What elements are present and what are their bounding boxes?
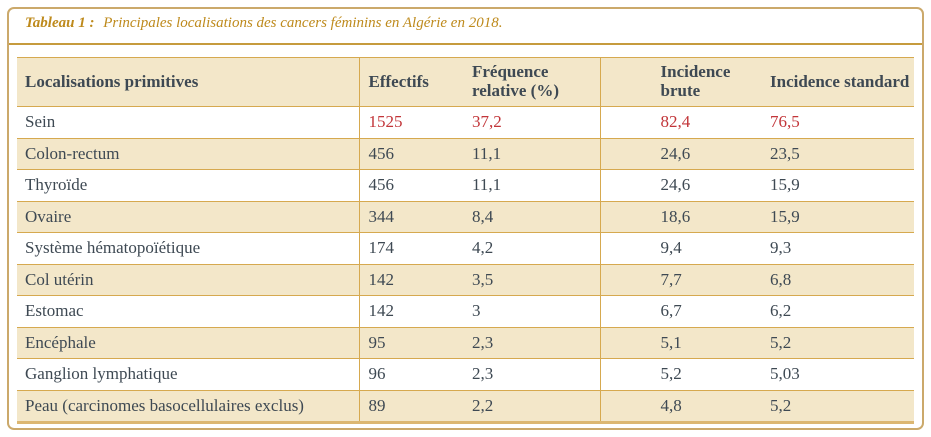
table-row: Ovaire 344 8,4 18,6 15,9 bbox=[17, 201, 914, 233]
table-row: Sein 1525 37,2 82,4 76,5 bbox=[17, 106, 914, 138]
cell-localisation: Sein bbox=[25, 112, 56, 132]
cell-incidence_standard: 5,2 bbox=[770, 332, 792, 352]
table-row: Colon-rectum 456 11,1 24,6 23,5 bbox=[17, 138, 914, 170]
cell-incidence_brute: 24,6 bbox=[599, 169, 760, 201]
column-header-effectifs: Effectifs bbox=[358, 57, 460, 107]
cell-incidence_brute: 5,1 bbox=[599, 327, 760, 359]
cell-incidence_brute: 5,2 bbox=[599, 358, 760, 390]
cell-effectifs: 344 bbox=[358, 201, 460, 233]
cell-effectifs: 142 bbox=[358, 264, 460, 296]
cell-incidence_standard: 76,5 bbox=[770, 112, 800, 132]
cell-incidence_standard: 15,9 bbox=[770, 206, 800, 226]
cell-incidence_brute: 18,6 bbox=[599, 201, 760, 233]
cell-effectifs: 456 bbox=[358, 169, 460, 201]
table-row: Col utérin 142 3,5 7,7 6,8 bbox=[17, 264, 914, 296]
cell-incidence_standard: 15,9 bbox=[770, 175, 800, 195]
column-header-incidence_brute: Incidence brute bbox=[599, 57, 760, 107]
cell-frequence: 11,1 bbox=[472, 175, 502, 195]
table-body: Sein 1525 37,2 82,4 76,5 Colon-rectum 456 11,1 2… bbox=[17, 106, 914, 423]
cell-frequence: 2,2 bbox=[472, 395, 494, 415]
cancer-localisations-table: Localisations primitives Effectifs Fréquen… bbox=[17, 57, 914, 424]
table-row: Estomac 142 3 6,7 6,2 bbox=[17, 295, 914, 327]
column-header-incidence_standard: Incidence standard bbox=[760, 57, 914, 107]
cell-localisation: Système hématopoïétique bbox=[25, 238, 201, 258]
cell-effectifs: 1525 bbox=[358, 106, 460, 138]
cell-incidence_brute: 9,4 bbox=[599, 232, 760, 264]
cell-effectifs: 456 bbox=[358, 138, 460, 170]
cell-localisation: Thyroïde bbox=[25, 175, 88, 195]
cell-frequence: 3,5 bbox=[472, 269, 494, 289]
cell-frequence: 3 bbox=[472, 301, 481, 321]
cell-localisation: Col utérin bbox=[25, 269, 94, 289]
table-row: Système hématopoïétique 174 4,2 9,4 9,3 bbox=[17, 232, 914, 264]
cell-incidence_standard: 9,3 bbox=[770, 238, 792, 258]
table-caption: Tableau 1 : Principales localisations de… bbox=[25, 15, 502, 32]
cell-localisation: Ganglion lymphatique bbox=[25, 364, 178, 384]
table-row: Encéphale 95 2,3 5,1 5,2 bbox=[17, 327, 914, 359]
table-caption-label: Tableau 1 : bbox=[25, 15, 95, 31]
cell-incidence_brute: 24,6 bbox=[599, 138, 760, 170]
cell-localisation: Ovaire bbox=[25, 206, 72, 226]
table-caption-text: Principales localisations des cancers fé… bbox=[103, 15, 503, 31]
cell-frequence: 2,3 bbox=[472, 364, 494, 384]
cell-effectifs: 89 bbox=[358, 390, 460, 423]
cell-localisation: Encéphale bbox=[25, 332, 96, 352]
cell-incidence_standard: 6,2 bbox=[770, 301, 792, 321]
cell-effectifs: 95 bbox=[358, 327, 460, 359]
cell-incidence_brute: 6,7 bbox=[599, 295, 760, 327]
caption-divider-rule bbox=[9, 43, 922, 45]
cell-incidence_brute: 7,7 bbox=[599, 264, 760, 296]
cell-incidence_standard: 5,03 bbox=[770, 364, 800, 384]
cell-incidence_standard: 6,8 bbox=[770, 269, 792, 289]
cell-incidence_brute: 4,8 bbox=[599, 390, 760, 423]
cell-effectifs: 96 bbox=[358, 358, 460, 390]
cell-localisation: Colon-rectum bbox=[25, 143, 120, 163]
column-header-frequence: Fréquence relative (%) bbox=[460, 57, 600, 107]
cell-effectifs: 142 bbox=[358, 295, 460, 327]
cell-frequence: 8,4 bbox=[472, 206, 494, 226]
cell-incidence_brute: 82,4 bbox=[599, 106, 760, 138]
table-row: Thyroïde 456 11,1 24,6 15,9 bbox=[17, 169, 914, 201]
cell-localisation: Peau (carcinomes basocellulaires exclus) bbox=[25, 395, 304, 415]
cell-frequence: 4,2 bbox=[472, 238, 494, 258]
table-row: Peau (carcinomes basocellulaires exclus)… bbox=[17, 390, 914, 423]
column-header-localisation: Localisations primitives bbox=[17, 57, 359, 107]
table-row: Ganglion lymphatique 96 2,3 5,2 5,03 bbox=[17, 358, 914, 390]
cell-incidence_standard: 23,5 bbox=[770, 143, 800, 163]
cell-effectifs: 174 bbox=[358, 232, 460, 264]
cell-localisation: Estomac bbox=[25, 301, 84, 321]
header-row: Localisations primitives Effectifs Fréquen… bbox=[17, 57, 914, 107]
cell-frequence: 11,1 bbox=[472, 143, 502, 163]
cell-incidence_standard: 5,2 bbox=[770, 395, 792, 415]
cell-frequence: 37,2 bbox=[472, 112, 502, 132]
cell-frequence: 2,3 bbox=[472, 332, 494, 352]
